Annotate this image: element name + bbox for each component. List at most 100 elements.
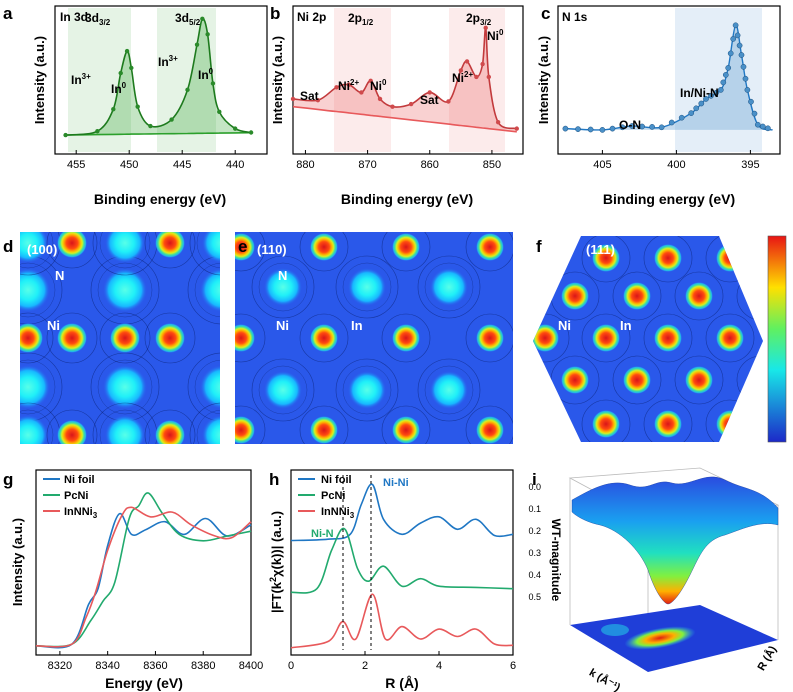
atom-ni [623,366,651,394]
label-ni0-b1: Ni0 [370,78,387,93]
data-point-c [703,96,709,102]
label-o-n: O-N [619,118,641,132]
panel-c: 405 400 395 c N 1s O-N In/Ni-N Binding ene… [536,4,781,207]
data-point-c [730,36,737,42]
z-tick-label: 0.5 [528,592,541,602]
contour-ring [99,409,151,444]
charge-density-d [20,232,220,444]
data-point-c [609,125,616,132]
contour-ring [99,232,151,269]
atom-ni [57,232,87,258]
legend-h: Ni foil PcNi InNNi3 [298,474,355,520]
x-tick-label: 6 [510,660,516,672]
atom-label-in-e: In [351,318,363,333]
data-point-c [765,125,771,132]
data-point-b [480,61,485,67]
contour-ring [235,405,266,444]
series-line-0 [35,512,252,649]
atom-n [202,232,220,263]
contour-ring [235,313,266,363]
data-point-a [185,87,190,93]
z-tick-label: 0.3 [528,548,541,558]
shade-band-b1 [334,8,391,152]
data-point-c [744,87,751,93]
label-in0-a2: In0 [198,67,214,82]
atom-n [264,371,302,409]
contour-ring [144,232,196,269]
data-point-c [658,124,665,131]
contour-ring [612,355,662,405]
y-axis-label-a: Intensity (a.u.) [32,36,47,124]
atom-ni [654,244,682,272]
label-ni2plus-b2: Ni2+ [452,70,473,85]
contour-ring [258,365,308,415]
data-point-c [708,92,714,99]
z-ticks-i: 0.0 0.1 0.2 0.3 0.4 0.5 [528,482,541,602]
atom-ni [716,410,744,438]
contour-ring [581,236,631,283]
plane-label-e: (110) [257,242,287,257]
atom-ni [235,416,255,444]
panel-tag-b: Ni 2p [297,10,326,24]
x-tick-label: 8360 [143,660,167,672]
contour-ring [417,358,481,422]
atom-n [264,268,302,306]
data-point-a [194,42,200,47]
contour-ring [674,271,724,321]
contour-ring [189,402,220,444]
panel-g: 8320 8340 8360 8380 8400 g Ni foil PcNi InNN… [3,469,263,691]
y-axis-label-b: Intensity (a.u.) [270,36,285,124]
y-axis-label-c: Intensity (a.u.) [536,36,551,124]
background-line-b [292,105,517,133]
z-tick-label: 0.2 [528,526,541,536]
contour-ring [189,232,220,276]
atom-n [200,365,220,409]
wt-projection-hotspot [624,626,696,650]
contour-ring [335,255,399,319]
atom-label-ni-d: Ni [47,318,60,333]
x-tick-label: 8380 [191,660,215,672]
contour-ring [196,409,220,444]
atom-ni [685,282,713,310]
atom-n [202,415,220,444]
x-tick-label: 400 [667,159,685,171]
x-tick-label: 4 [436,660,442,672]
data-point-a [210,81,216,86]
atom-ni [310,416,338,444]
colorbar [767,235,787,443]
x-axis-label-a: Binding energy (eV) [94,191,226,207]
legend-text-pcni-g: PcNi [64,490,88,502]
data-point-c [734,32,741,39]
contour-ring [299,232,349,272]
x-tick-label: 8320 [48,660,72,672]
data-point-c [742,75,749,82]
data-point-c [717,87,724,93]
panel-a: 455 450 445 440 a In 3d 3d3/2 3d5/2 In3+ In… [3,4,268,207]
data-point-a [169,117,174,122]
legend-text-innni-h: InNNi3 [321,506,355,520]
data-point-a [118,70,123,76]
data-point-c [639,123,645,130]
x-tick-label: 0 [288,660,294,672]
contour-ring [20,312,54,364]
z-tick-label: 0.0 [528,482,541,492]
data-point-c [725,65,732,71]
contour-ring [424,365,474,415]
contour-ring [97,359,153,415]
data-point-c [722,72,729,78]
axes-frame-b [292,5,524,155]
atom-ni [155,420,185,444]
panel-tag-c: N 1s [562,10,588,24]
z-tick-label: 0.4 [528,570,541,580]
atom-ni [20,323,43,353]
atom-ni [392,233,420,261]
label-in3plus-a1: In3+ [71,72,91,87]
axes-frame-g [35,469,252,656]
atom-n [20,268,50,312]
atom-ni [654,324,682,352]
panel-b: 880 870 860 850 b Ni 2p 2p1/2 2p3/2 Sat Sat… [270,4,524,207]
data-point-c [619,124,626,131]
contour-ring [20,232,54,269]
contour-ring [194,262,220,318]
fit-area-b [293,27,517,132]
